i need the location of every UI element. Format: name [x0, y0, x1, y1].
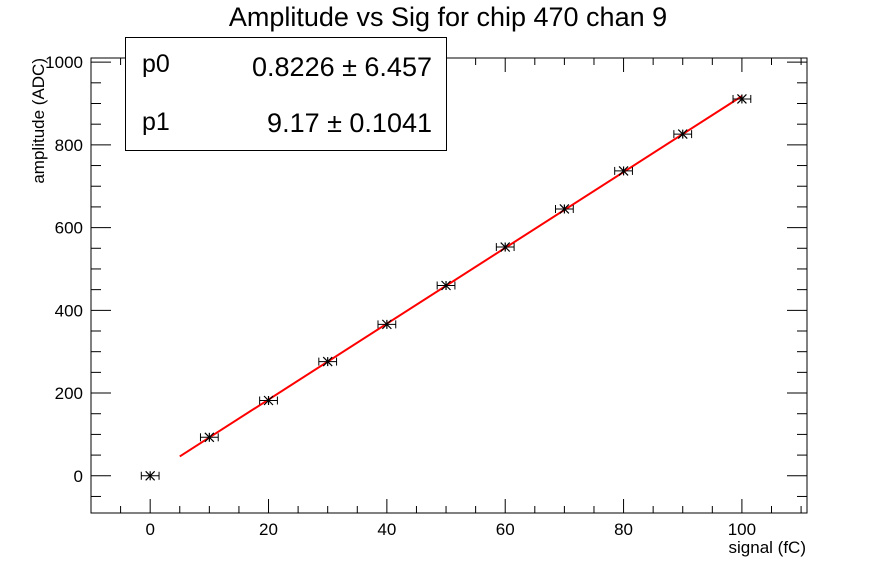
- fit-line: [179, 95, 743, 458]
- x-tick-label: 80: [614, 520, 633, 539]
- y-tick-label: 600: [55, 219, 83, 238]
- data-point: [318, 356, 338, 367]
- param-name: p1: [142, 108, 170, 136]
- data-point: [259, 395, 278, 406]
- x-tick-label: 0: [145, 520, 154, 539]
- x-axis-label: signal (fC): [729, 538, 806, 557]
- y-axis-label: amplitude (ADC): [29, 58, 48, 184]
- data-point: [436, 280, 456, 291]
- y-tick-label: 1000: [45, 53, 83, 72]
- data-point: [495, 242, 515, 252]
- x-tick-label: 60: [496, 520, 515, 539]
- fit-stats-box: p0 0.8226 ± 6.457 p1 9.17 ± 0.1041: [125, 37, 447, 151]
- y-tick-label: 800: [55, 136, 83, 155]
- y-tick-label: 200: [55, 384, 83, 403]
- data-point: [555, 204, 574, 214]
- data-point: [140, 470, 160, 481]
- y-tick-label: 0: [74, 467, 83, 486]
- plot-frame: [90, 57, 808, 514]
- chart-title: Amplitude vs Sig for chip 470 chan 9: [228, 2, 668, 32]
- data-points: [140, 94, 752, 481]
- data-point: [377, 319, 397, 330]
- param-value: 9.17 ± 0.1041: [267, 108, 432, 138]
- data-point: [614, 165, 633, 176]
- y-tick-label: 400: [55, 301, 83, 320]
- fit-line-group: [179, 95, 743, 458]
- data-point: [199, 432, 219, 443]
- x-tick-label: 20: [259, 520, 278, 539]
- data-point: [732, 94, 752, 104]
- x-tick-label: 40: [377, 520, 396, 539]
- param-value: 0.8226 ± 6.457: [252, 52, 432, 82]
- param-name: p0: [142, 50, 170, 78]
- x-tick-label: 100: [728, 520, 756, 539]
- data-point: [673, 129, 693, 140]
